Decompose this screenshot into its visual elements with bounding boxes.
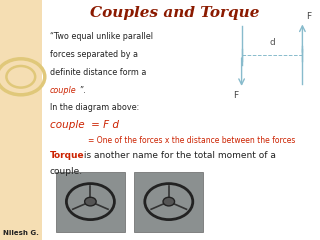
- Text: forces separated by a: forces separated by a: [50, 50, 138, 59]
- Text: couple: couple: [50, 86, 76, 96]
- Text: d: d: [269, 38, 275, 47]
- FancyBboxPatch shape: [134, 172, 203, 232]
- Text: Couples and Torque: Couples and Torque: [90, 6, 259, 20]
- Text: In the diagram above:: In the diagram above:: [50, 103, 139, 112]
- FancyBboxPatch shape: [0, 0, 42, 240]
- Text: definite distance form a: definite distance form a: [50, 68, 146, 77]
- Text: ”.: ”.: [79, 86, 86, 96]
- Text: F: F: [233, 91, 238, 100]
- Text: couple  = F d: couple = F d: [50, 120, 119, 130]
- Text: couple.: couple.: [50, 167, 83, 176]
- Text: F: F: [306, 12, 311, 21]
- Circle shape: [84, 197, 96, 206]
- Text: is another name for the total moment of a: is another name for the total moment of …: [81, 151, 276, 160]
- Text: Nilesh G.: Nilesh G.: [3, 230, 39, 236]
- Text: “Two equal unlike parallel: “Two equal unlike parallel: [50, 32, 153, 41]
- FancyBboxPatch shape: [56, 172, 125, 232]
- Circle shape: [163, 197, 175, 206]
- Text: Torque: Torque: [50, 151, 84, 160]
- Text: = One of the forces x the distance between the forces: = One of the forces x the distance betwe…: [88, 136, 295, 144]
